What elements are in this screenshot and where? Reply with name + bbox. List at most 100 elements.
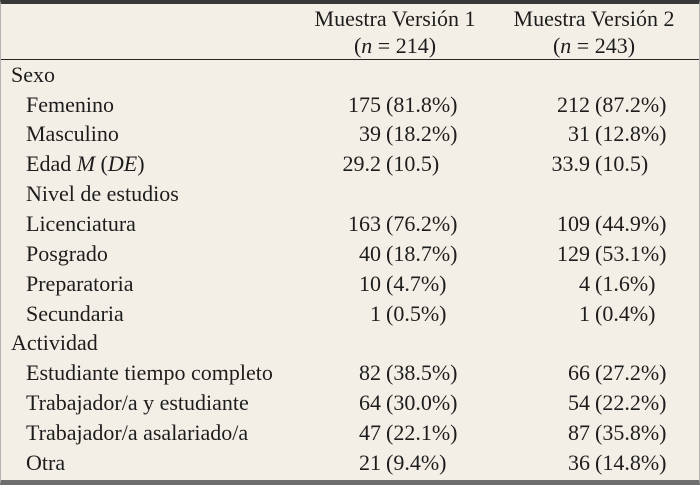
value-percent: (76.2%) — [386, 211, 458, 237]
row-label: Otra — [26, 449, 66, 475]
value-version-1: 163 (76.2%) — [301, 211, 489, 237]
value-version-2: 87 (35.8%) — [489, 420, 699, 446]
row-label-part: M — [76, 151, 96, 177]
value-percent: (87.2%) — [595, 91, 667, 117]
value-number: 39 — [359, 121, 381, 147]
table-row: Trabajador/a y estudiante 64 (30.0%) 54 (22.… — [1, 388, 699, 418]
value-version-1: 10 (4.7%) — [301, 271, 489, 297]
table-row: Secundaria 1 (0.5%) 1 (0.4%) — [1, 299, 699, 329]
table-row: Estudiante tiempo completo 82 (38.5%) 66 (27… — [1, 359, 699, 389]
value-percent: (30.0%) — [386, 390, 458, 416]
row-label-part: ( — [95, 151, 108, 177]
value-percent: (0.5%) — [386, 300, 447, 326]
value-number: 163 — [348, 211, 381, 237]
value-number: 175 — [348, 91, 381, 117]
value-version-2: 1 (0.4%) — [489, 301, 699, 327]
value-percent: (18.2%) — [386, 121, 458, 147]
value-version-1: 40 (18.7%) — [301, 241, 489, 267]
header-spacer-cell — [1, 31, 301, 33]
table-row: Nivel de estudios — [1, 179, 699, 209]
value-number: 29.2 — [342, 151, 382, 177]
row-label: Posgrado — [26, 240, 108, 266]
row-label-part: ) — [137, 151, 145, 177]
row-label: Estudiante tiempo completo — [26, 360, 273, 386]
value-version-1: 29.2 (10.5) — [301, 151, 489, 177]
value-number: 212 — [557, 91, 590, 117]
table-body: Sexo Femenino 175 (81.8%) 212 (87.2%) Masculin… — [1, 60, 699, 478]
table-row: Trabajador/a asalariado/a 47 (22.1%) 87 (35.… — [1, 418, 699, 448]
value-percent: (10.5) — [386, 151, 440, 177]
row-label: Edad M (DE) — [1, 151, 301, 177]
value-number: 21 — [359, 449, 381, 475]
value-version-2: 212 (87.2%) — [489, 92, 699, 118]
column-title: Muestra Versión 2 — [513, 6, 675, 31]
value-number: 54 — [568, 390, 590, 416]
value-percent: (9.4%) — [386, 449, 447, 475]
table-header-row: Muestra Versión 1 (n = 214) Muestra Vers… — [1, 4, 699, 60]
value-version-1: 64 (30.0%) — [301, 390, 489, 416]
row-label: Nivel de estudios — [26, 181, 179, 207]
value-number: 40 — [359, 240, 381, 266]
value-number: 47 — [359, 420, 381, 446]
column-sample-size: (n = 243) — [552, 33, 636, 59]
column-title: Muestra Versión 1 — [314, 6, 476, 31]
n-symbol: n — [361, 33, 373, 59]
table-row: Otra 21 (9.4%) 36 (14.8%) — [1, 448, 699, 478]
value-version-2: 36 (14.8%) — [489, 450, 699, 476]
table-row: Femenino 175 (81.8%) 212 (87.2%) — [1, 90, 699, 120]
value-percent: (35.8%) — [595, 420, 667, 446]
n-symbol: n — [560, 33, 572, 59]
value-version-2: 4 (1.6%) — [489, 271, 699, 297]
table-row: Posgrado 40 (18.7%) 129 (53.1%) — [1, 239, 699, 269]
row-label-part: DE — [107, 151, 138, 177]
value-version-2: 54 (22.2%) — [489, 390, 699, 416]
value-number: 1 — [579, 300, 590, 326]
value-percent: (1.6%) — [595, 270, 656, 296]
table-row: Edad M (DE) 29.2 (10.5) 33.9 (10.5) — [1, 150, 699, 180]
value-percent: (18.7%) — [386, 240, 458, 266]
row-label: Masculino — [26, 121, 119, 147]
value-version-2: 33.9 (10.5) — [489, 151, 699, 177]
value-number: 4 — [579, 270, 590, 296]
value-version-1: 82 (38.5%) — [301, 360, 489, 386]
value-percent: (0.4%) — [595, 300, 656, 326]
row-label: Actividad — [11, 330, 98, 356]
value-percent: (53.1%) — [595, 240, 667, 266]
value-version-2: 66 (27.2%) — [489, 360, 699, 386]
value-number: 109 — [557, 211, 590, 237]
value-number: 82 — [359, 360, 381, 386]
value-percent: (27.2%) — [595, 360, 667, 386]
row-label: Trabajador/a asalariado/a — [26, 420, 249, 446]
row-label: Trabajador/a y estudiante — [26, 390, 249, 416]
value-version-1: 21 (9.4%) — [301, 450, 489, 476]
value-number: 10 — [359, 270, 381, 296]
value-version-1: 47 (22.1%) — [301, 420, 489, 446]
value-percent: (22.2%) — [595, 390, 667, 416]
row-label-part: Edad — [26, 151, 77, 177]
value-percent: (10.5) — [595, 151, 649, 177]
column-header-version-2: Muestra Versión 2 (n = 243) — [489, 4, 699, 60]
value-version-2: 129 (53.1%) — [489, 241, 699, 267]
value-percent: (22.1%) — [386, 420, 458, 446]
column-header-version-1: Muestra Versión 1 (n = 214) — [301, 4, 489, 60]
value-number: 36 — [568, 449, 590, 475]
column-sample-size: (n = 214) — [353, 33, 437, 59]
value-percent: (14.8%) — [595, 449, 667, 475]
row-label: Secundaria — [26, 300, 124, 326]
value-version-2: 109 (44.9%) — [489, 211, 699, 237]
value-version-1: 175 (81.8%) — [301, 92, 489, 118]
value-percent: (12.8%) — [595, 121, 667, 147]
value-number: 66 — [568, 360, 590, 386]
value-percent: (81.8%) — [386, 91, 458, 117]
row-label: Sexo — [11, 61, 55, 87]
value-number: 87 — [568, 420, 590, 446]
table-row: Sexo — [1, 60, 699, 90]
value-version-2: 31 (12.8%) — [489, 121, 699, 147]
table-row: Preparatoria 10 (4.7%) 4 (1.6%) — [1, 269, 699, 299]
value-version-1: 1 (0.5%) — [301, 301, 489, 327]
value-percent: (4.7%) — [386, 270, 447, 296]
value-number: 31 — [568, 121, 590, 147]
table-row: Masculino 39 (18.2%) 31 (12.8%) — [1, 120, 699, 150]
value-number: 129 — [557, 240, 590, 266]
